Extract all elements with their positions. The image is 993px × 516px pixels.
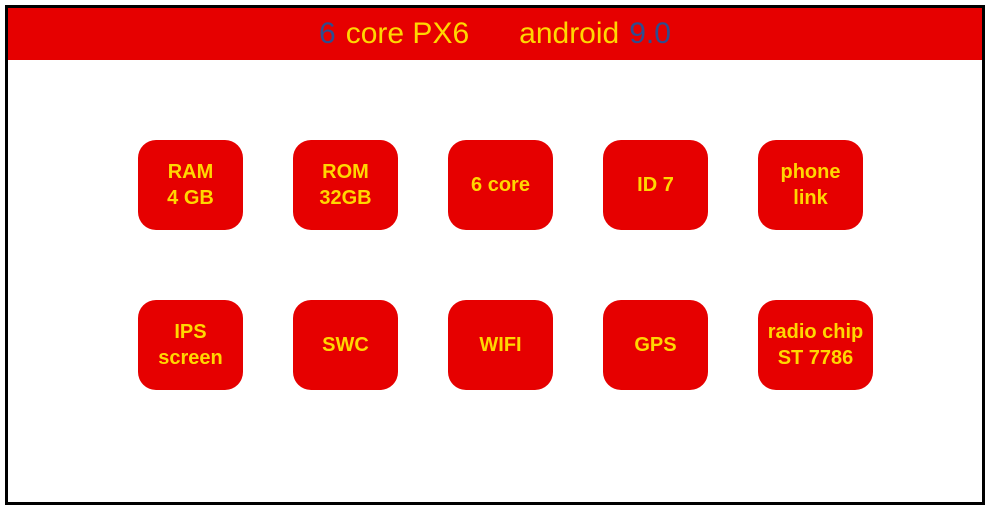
tile-6core: 6 core <box>448 140 553 230</box>
tile-ram-line1: RAM <box>168 159 214 185</box>
tile-phone-link: phone link <box>758 140 863 230</box>
tile-rom-line2: 32GB <box>319 185 371 211</box>
tile-radio-chip: radio chip ST 7786 <box>758 300 873 390</box>
tile-ips: IPS screen <box>138 300 243 390</box>
tile-rom: ROM 32GB <box>293 140 398 230</box>
tile-ips-line1: IPS <box>174 319 206 345</box>
tile-phone-link-line1: phone <box>781 159 841 185</box>
header-six: 6 <box>319 17 336 51</box>
tile-ram: RAM 4 GB <box>138 140 243 230</box>
main-frame: 6 core PX6 android 9.0 RAM 4 GB ROM 32GB… <box>5 5 985 505</box>
tile-radio-line2: ST 7786 <box>778 345 854 371</box>
header-bar: 6 core PX6 android 9.0 <box>8 8 982 60</box>
tile-id7-line1: ID 7 <box>637 172 674 198</box>
tile-radio-line1: radio chip <box>768 319 864 345</box>
header-left-segment: 6 core PX6 <box>319 17 469 51</box>
tile-ips-line2: screen <box>158 345 223 371</box>
tile-id7: ID 7 <box>603 140 708 230</box>
tile-swc: SWC <box>293 300 398 390</box>
tile-row-2: IPS screen SWC WIFI GPS radio chip ST 77… <box>138 300 882 390</box>
tile-grid: RAM 4 GB ROM 32GB 6 core ID 7 phone link… <box>8 60 982 490</box>
tile-gps: GPS <box>603 300 708 390</box>
tile-ram-line2: 4 GB <box>167 185 214 211</box>
header-version: 9.0 <box>629 17 671 51</box>
tile-wifi-line1: WIFI <box>479 332 521 358</box>
tile-wifi: WIFI <box>448 300 553 390</box>
header-core-px6: core PX6 <box>346 17 469 51</box>
header-right-segment: android 9.0 <box>519 17 671 51</box>
tile-6core-line1: 6 core <box>471 172 530 198</box>
tile-rom-line1: ROM <box>322 159 369 185</box>
tile-swc-line1: SWC <box>322 332 369 358</box>
header-android: android <box>519 17 619 51</box>
tile-phone-link-line2: link <box>793 185 827 211</box>
tile-row-1: RAM 4 GB ROM 32GB 6 core ID 7 phone link <box>138 140 882 230</box>
tile-gps-line1: GPS <box>634 332 676 358</box>
